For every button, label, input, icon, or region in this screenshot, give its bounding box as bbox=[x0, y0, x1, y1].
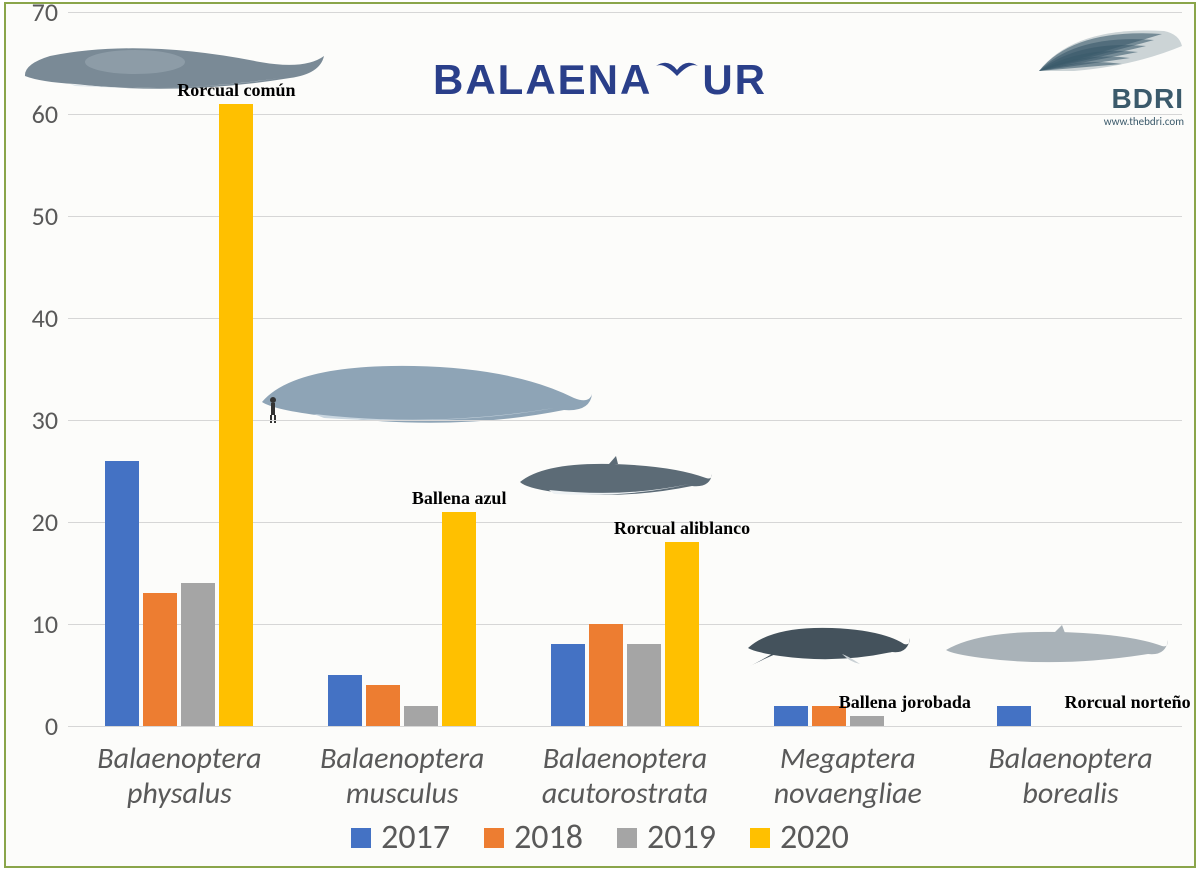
bar bbox=[105, 461, 139, 726]
y-tick-label: 20 bbox=[32, 506, 68, 538]
legend-swatch bbox=[351, 828, 371, 848]
bar bbox=[219, 104, 253, 726]
bar bbox=[442, 512, 476, 726]
bar bbox=[665, 542, 699, 726]
legend-item: 2019 bbox=[617, 817, 716, 858]
x-axis-label: Balaenopteramusculus bbox=[291, 736, 514, 808]
legend-label: 2020 bbox=[780, 817, 849, 858]
bar-group bbox=[736, 12, 959, 726]
common-name-label: Rorcual aliblanco bbox=[614, 518, 750, 539]
legend-label: 2018 bbox=[514, 817, 583, 858]
legend-label: 2019 bbox=[647, 817, 716, 858]
common-name-label: Rorcual norteño bbox=[1064, 692, 1190, 713]
legend-swatch bbox=[484, 828, 504, 848]
plot-area: 010203040506070Rorcual comúnBallena azul… bbox=[68, 12, 1182, 726]
y-tick-label: 40 bbox=[32, 302, 68, 334]
common-name-label: Rorcual común bbox=[177, 80, 295, 101]
bar-group bbox=[514, 12, 737, 726]
bar bbox=[366, 685, 400, 726]
bar bbox=[997, 706, 1031, 726]
legend-item: 2018 bbox=[484, 817, 583, 858]
bar bbox=[404, 706, 438, 726]
bar bbox=[627, 644, 661, 726]
legend-label: 2017 bbox=[381, 817, 450, 858]
legend-swatch bbox=[750, 828, 770, 848]
bar-group bbox=[959, 12, 1182, 726]
legend-swatch bbox=[617, 828, 637, 848]
bar bbox=[328, 675, 362, 726]
y-tick-label: 70 bbox=[32, 0, 68, 28]
y-tick-label: 60 bbox=[32, 98, 68, 130]
common-name-label: Ballena azul bbox=[412, 488, 507, 509]
bar bbox=[181, 583, 215, 726]
gridline bbox=[68, 726, 1182, 727]
bar bbox=[551, 644, 585, 726]
bar bbox=[850, 716, 884, 726]
y-tick-label: 0 bbox=[45, 710, 68, 742]
legend-item: 2020 bbox=[750, 817, 849, 858]
y-tick-label: 10 bbox=[32, 608, 68, 640]
x-axis-label: Balaenopteraphysalus bbox=[68, 736, 291, 808]
x-axis-label: Balaenopteraborealis bbox=[959, 736, 1182, 808]
bar bbox=[143, 593, 177, 726]
x-axis-label: Balaenopteraacutorostrata bbox=[514, 736, 737, 808]
x-axis-label: Megapteranovaengliae bbox=[736, 736, 959, 808]
y-tick-label: 30 bbox=[32, 404, 68, 436]
bar-groups bbox=[68, 12, 1182, 726]
common-name-label: Ballena jorobada bbox=[839, 692, 971, 713]
legend-item: 2017 bbox=[351, 817, 450, 858]
chart-container: BALAENA UR BDRI www.thebdri.com bbox=[4, 2, 1196, 868]
y-tick-label: 50 bbox=[32, 200, 68, 232]
bar-group bbox=[291, 12, 514, 726]
bar-group bbox=[68, 12, 291, 726]
x-axis-labels: BalaenopteraphysalusBalaenopteramusculus… bbox=[68, 736, 1182, 808]
legend: 2017 2018 2019 2020 bbox=[6, 817, 1194, 858]
bar bbox=[589, 624, 623, 726]
bar bbox=[774, 706, 808, 726]
